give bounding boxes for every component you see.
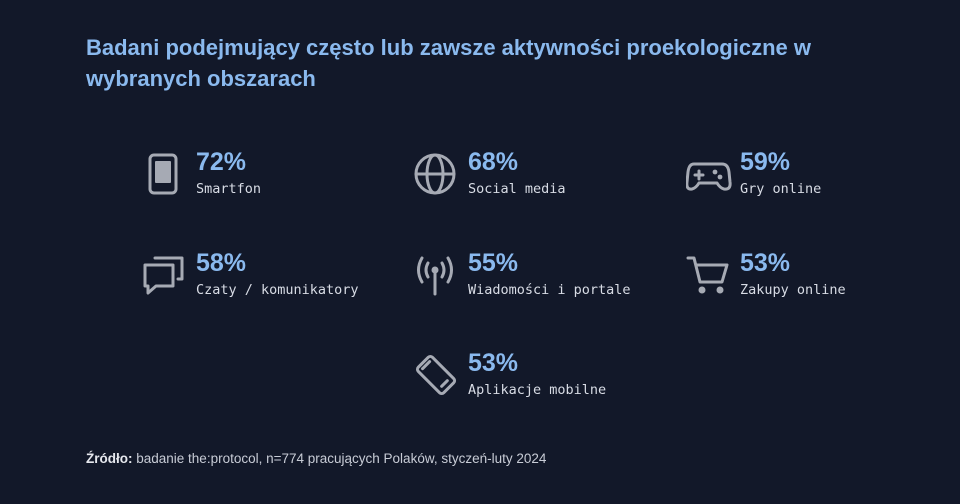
- stat-value: 72%: [196, 148, 247, 176]
- stat-smartfon: 72% Smartfon: [142, 148, 342, 212]
- stat-value: 68%: [468, 148, 519, 176]
- stat-zakupy-online: 53% Zakupy online: [686, 249, 886, 313]
- stat-value: 58%: [196, 249, 247, 277]
- stat-label: Aplikacje mobilne: [468, 382, 607, 398]
- source-prefix: Źródło:: [86, 451, 133, 466]
- stat-gry-online: 59% Gry online: [686, 148, 886, 212]
- stat-label: Gry online: [740, 181, 822, 197]
- stat-label: Smartfon: [196, 181, 262, 197]
- stat-czaty-komunikatory: 58% Czaty / komunikatory: [142, 249, 382, 313]
- stat-aplikacje-mobilne: 53% Aplikacje mobilne: [414, 349, 634, 413]
- stat-value: 59%: [740, 148, 791, 176]
- stat-label: Czaty / komunikatory: [196, 282, 359, 298]
- stat-value: 55%: [468, 249, 519, 277]
- chart-title: Badani podejmujący często lub zawsze akt…: [86, 35, 811, 91]
- stat-social-media: 68% Social media: [414, 148, 614, 212]
- globe-icon: [414, 152, 460, 198]
- stat-label: Social media: [468, 181, 566, 197]
- stat-label: Wiadomości i portale: [468, 282, 631, 298]
- source-text: badanie the:protocol, n=774 pracujących …: [132, 451, 547, 466]
- antenna-icon: [414, 253, 460, 299]
- stat-label: Zakupy online: [740, 282, 846, 298]
- tilted-phone-icon: [414, 353, 460, 399]
- stat-value: 53%: [740, 249, 791, 277]
- chat-bubbles-icon: [142, 253, 188, 299]
- shopping-cart-icon: [686, 253, 732, 299]
- source-note: Źródło: badanie the:protocol, n=774 prac…: [86, 451, 546, 466]
- stat-wiadomosci-portale: 55% Wiadomości i portale: [414, 249, 654, 313]
- smartphone-icon: [142, 152, 188, 198]
- gamepad-icon: [686, 152, 732, 198]
- stat-value: 53%: [468, 349, 519, 377]
